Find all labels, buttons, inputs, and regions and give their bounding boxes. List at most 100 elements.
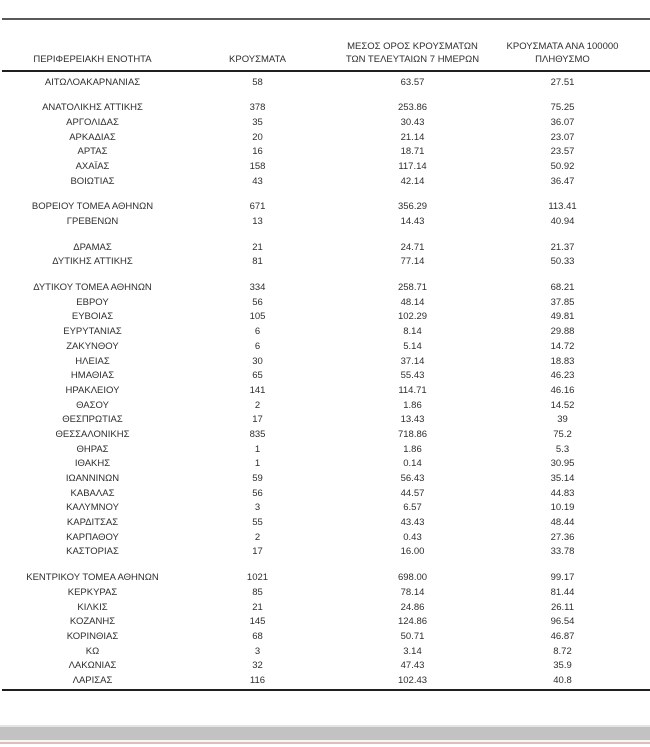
- cell-region: ΑΡΚΑΔΙΑΣ: [69, 131, 116, 143]
- cell-cases: 105: [249, 311, 266, 323]
- group-separator: [0, 189, 630, 200]
- cell-cases: 30: [252, 355, 263, 367]
- cell-avg7: 47.43: [400, 660, 425, 672]
- column-header-avg7-line2: ΤΩΝ ΤΕΛΕΥΤΑΙΩΝ 7 ΗΜΕΡΩΝ: [345, 53, 480, 65]
- table-row: ΚΩ 3 3.14 8.72: [0, 645, 630, 660]
- cell-region: ΒΟΙΩΤΙΑΣ: [70, 175, 115, 187]
- cell-cases: 141: [249, 384, 266, 396]
- cell-cases: 59: [252, 473, 263, 484]
- cell-region: ΛΑΚΩΝΙΑΣ: [68, 660, 117, 672]
- table-header-rule: [2, 70, 650, 72]
- cell-cases: 6: [254, 340, 261, 352]
- cell-cases: 65: [252, 370, 263, 382]
- table-row: ΒΟΡΕΙΟΥ ΤΟΜΕΑ ΑΘΗΝΩΝ 671 356.29 113.41: [0, 200, 630, 215]
- table-bottom-rule: [2, 689, 650, 691]
- cell-per100k: 99.17: [550, 572, 575, 584]
- cell-per100k: 75.2: [553, 428, 572, 440]
- cell-per100k: 50.33: [550, 256, 575, 268]
- cell-avg7: 77.14: [400, 256, 425, 268]
- cell-avg7: 253.86: [397, 102, 428, 114]
- table-row: ΕΥΒΟΙΑΣ 105 102.29 49.81: [0, 310, 630, 325]
- cell-per100k: 37.85: [550, 296, 575, 308]
- cell-cases: 3: [254, 645, 261, 657]
- table-row: ΚΙΛΚΙΣ 21 24.86 26.11: [0, 601, 630, 616]
- cell-avg7: 14.43: [400, 216, 425, 227]
- cell-avg7: 718.86: [397, 428, 428, 440]
- table-row: ΚΑΛΥΜΝΟΥ 3 6.57 10.19: [0, 501, 630, 516]
- cell-cases: 56: [252, 296, 263, 308]
- cell-cases: 20: [252, 131, 263, 143]
- table-row: ΘΗΡΑΣ 1 1.86 5.3: [0, 443, 630, 458]
- table-row: ΓΡΕΒΕΝΩΝ 13 14.43 40.94: [0, 215, 630, 230]
- cell-avg7: 102.43: [397, 674, 428, 686]
- table-row: ΑΡΤΑΣ 16 18.71 23.57: [0, 145, 630, 160]
- column-header-per100k-line2: ΠΛΗΘΥΣΜΟ: [535, 53, 590, 65]
- cell-cases: 334: [249, 282, 266, 294]
- table-row: ΖΑΚΥΝΘΟΥ 6 5.14 14.72: [0, 340, 630, 355]
- cell-cases: 2: [254, 531, 261, 543]
- cell-region: ΙΩΑΝΝΙΝΩΝ: [65, 473, 120, 484]
- cell-cases: 35: [252, 116, 263, 128]
- cell-avg7: 43.43: [400, 517, 425, 529]
- cell-avg7: 356.29: [397, 201, 428, 213]
- cell-region: ΕΥΒΟΙΑΣ: [71, 311, 114, 323]
- cell-per100k: 40.94: [550, 216, 575, 227]
- cell-avg7: 24.71: [400, 241, 425, 253]
- cell-cases: 158: [249, 160, 266, 172]
- cell-per100k: 35.9: [553, 660, 572, 672]
- cell-avg7: 8.14: [403, 326, 422, 338]
- column-header-avg7: ΜΕΣΟΣ ΟΡΟΣ ΚΡΟΥΣΜΑΤΩΝ ΤΩΝ ΤΕΛΕΥΤΑΙΩΝ 7 Η…: [330, 41, 495, 68]
- cell-cases: 17: [252, 546, 263, 558]
- window-bottom-chrome-gap: [0, 740, 650, 742]
- column-header-cases: ΚΡΟΥΣΜΑΤΑ: [185, 54, 330, 69]
- group-separator: [0, 90, 630, 101]
- cell-per100k: 23.57: [550, 146, 575, 158]
- table-row: ΗΡΑΚΛΕΙΟΥ 141 114.71 46.16: [0, 384, 630, 399]
- cell-region: ΚΑΡΠΑΘΟΥ: [66, 531, 119, 543]
- cell-cases: 1021: [246, 572, 269, 584]
- cell-avg7: 44.57: [400, 487, 425, 499]
- cell-per100k: 18.83: [550, 355, 575, 367]
- window-bottom-chrome-border: [0, 742, 650, 744]
- cell-avg7: 102.29: [397, 311, 428, 323]
- table-row: ΚΑΡΔΙΤΣΑΣ 55 43.43 48.44: [0, 516, 630, 531]
- cell-avg7: 50.71: [400, 630, 425, 642]
- cell-cases: 56: [252, 487, 263, 499]
- column-header-per100k: ΚΡΟΥΣΜΑΤΑ ΑΝΑ 100000 ΠΛΗΘΥΣΜΟ: [495, 41, 630, 68]
- cell-avg7: 1.86: [403, 399, 422, 411]
- cell-region: ΔΥΤΙΚΟΥ ΤΟΜΕΑ ΑΘΗΝΩΝ: [33, 282, 152, 294]
- cell-region: ΔΡΑΜΑΣ: [73, 241, 112, 253]
- cell-per100k: 46.87: [550, 630, 575, 642]
- table-row: ΔΥΤΙΚΗΣ ΑΤΤΙΚΗΣ 81 77.14 50.33: [0, 255, 630, 270]
- cell-cases: 32: [252, 660, 263, 672]
- window-bottom-chrome-bar: [0, 727, 650, 740]
- table-row: ΚΑΡΠΑΘΟΥ 2 0.43 27.36: [0, 531, 630, 546]
- table-row: ΚΟΡΙΝΘΙΑΣ 68 50.71 46.87: [0, 630, 630, 645]
- cell-cases: 68: [252, 630, 263, 642]
- cell-region: ΚΙΛΚΙΣ: [77, 601, 108, 613]
- table-header-row: ΠΕΡΙΦΕΡΕΙΑΚΗ ΕΝΟΤΗΤΑ ΚΡΟΥΣΜΑΤΑ ΜΕΣΟΣ ΟΡΟ…: [0, 34, 630, 68]
- cell-per100k: 46.16: [550, 384, 575, 396]
- cell-region: ΚΑΣΤΟΡΙΑΣ: [66, 546, 119, 558]
- cell-region: ΖΑΚΥΝΘΟΥ: [66, 340, 119, 352]
- cell-avg7: 37.14: [400, 355, 425, 367]
- cell-avg7: 63.57: [400, 76, 425, 88]
- cell-region: ΛΑΡΙΣΑΣ: [72, 674, 113, 686]
- cell-per100k: 44.83: [550, 487, 575, 499]
- cell-region: ΚΑΡΔΙΤΣΑΣ: [66, 517, 119, 529]
- cell-per100k: 27.36: [550, 531, 575, 543]
- cell-per100k: 33.78: [550, 546, 575, 558]
- cell-region: ΚΕΡΚΥΡΑΣ: [67, 586, 118, 598]
- cell-region: ΑΧΑΪΑΣ: [75, 160, 110, 172]
- cell-per100k: 48.44: [550, 517, 575, 529]
- cell-avg7: 124.86: [397, 616, 428, 628]
- table-row: ΑΡΚΑΔΙΑΣ 20 21.14 23.07: [0, 131, 630, 146]
- cell-per100k: 81.44: [550, 586, 575, 598]
- cell-per100k: 30.95: [550, 458, 575, 470]
- table-row: ΘΑΣΟΥ 2 1.86 14.52: [0, 399, 630, 414]
- table-row: ΚΕΡΚΥΡΑΣ 85 78.14 81.44: [0, 586, 630, 601]
- cell-per100k: 14.72: [550, 340, 575, 352]
- table-row: ΙΩΑΝΝΙΝΩΝ 59 56.43 35.14: [0, 472, 630, 487]
- group-separator: [0, 230, 630, 241]
- cell-per100k: 23.07: [550, 131, 575, 143]
